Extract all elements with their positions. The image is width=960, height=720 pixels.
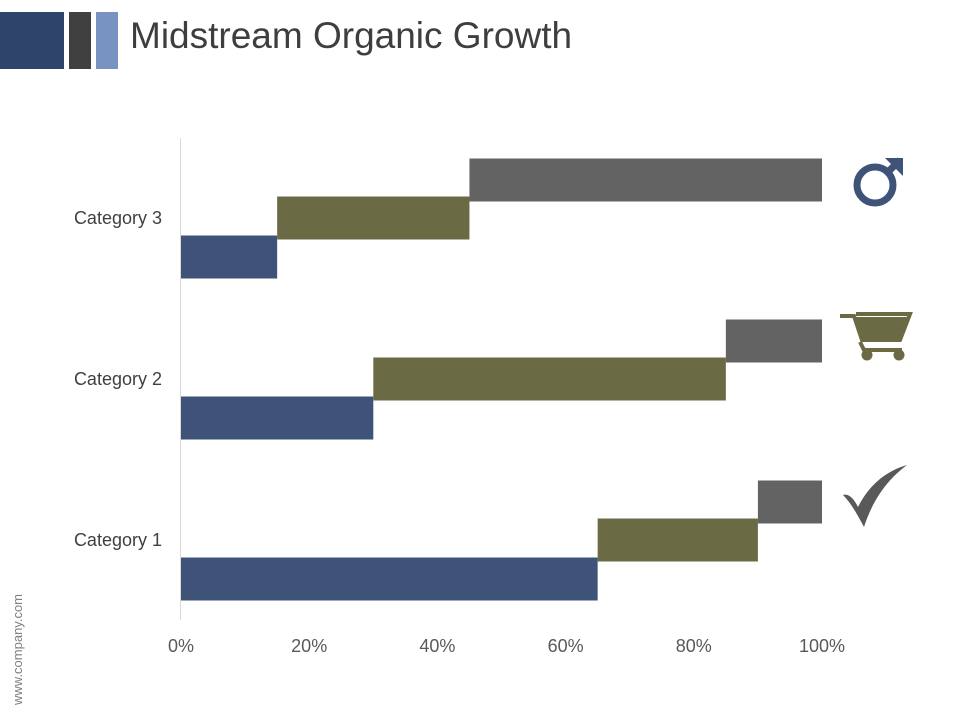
bar-category-2-segment-3 — [725, 319, 822, 363]
page-title: Midstream Organic Growth — [130, 15, 573, 56]
bar-category-1-segment-2 — [597, 518, 758, 562]
male-symbol-icon — [853, 157, 903, 207]
x-axis-ticks: 0% 20% 40% 60% 80% 100% — [168, 636, 845, 656]
x-tick-label: 60% — [548, 636, 584, 656]
x-tick-label: 0% — [168, 636, 194, 656]
checkmark-icon — [843, 465, 907, 527]
category-label: Category 1 — [74, 530, 162, 550]
bar-category-2-segment-1 — [181, 396, 374, 440]
x-tick-label: 80% — [676, 636, 712, 656]
bars-group — [181, 158, 822, 601]
bar-category-3-segment-3 — [469, 158, 822, 202]
x-tick-label: 100% — [799, 636, 845, 656]
x-tick-label: 40% — [419, 636, 455, 656]
category-labels: Category 1 Category 2 Category 3 — [74, 208, 162, 550]
bar-category-1-segment-3 — [757, 480, 822, 524]
shopping-cart-icon — [840, 312, 913, 361]
header-block-1 — [0, 12, 64, 69]
bar-category-3-segment-1 — [181, 235, 278, 279]
category-label: Category 2 — [74, 369, 162, 389]
bar-category-1-segment-1 — [181, 557, 598, 601]
header-block-3 — [96, 12, 118, 69]
header-block-2 — [69, 12, 91, 69]
x-tick-label: 20% — [291, 636, 327, 656]
bar-category-3-segment-2 — [277, 196, 470, 240]
category-label: Category 3 — [74, 208, 162, 228]
bar-category-2-segment-2 — [373, 357, 726, 401]
